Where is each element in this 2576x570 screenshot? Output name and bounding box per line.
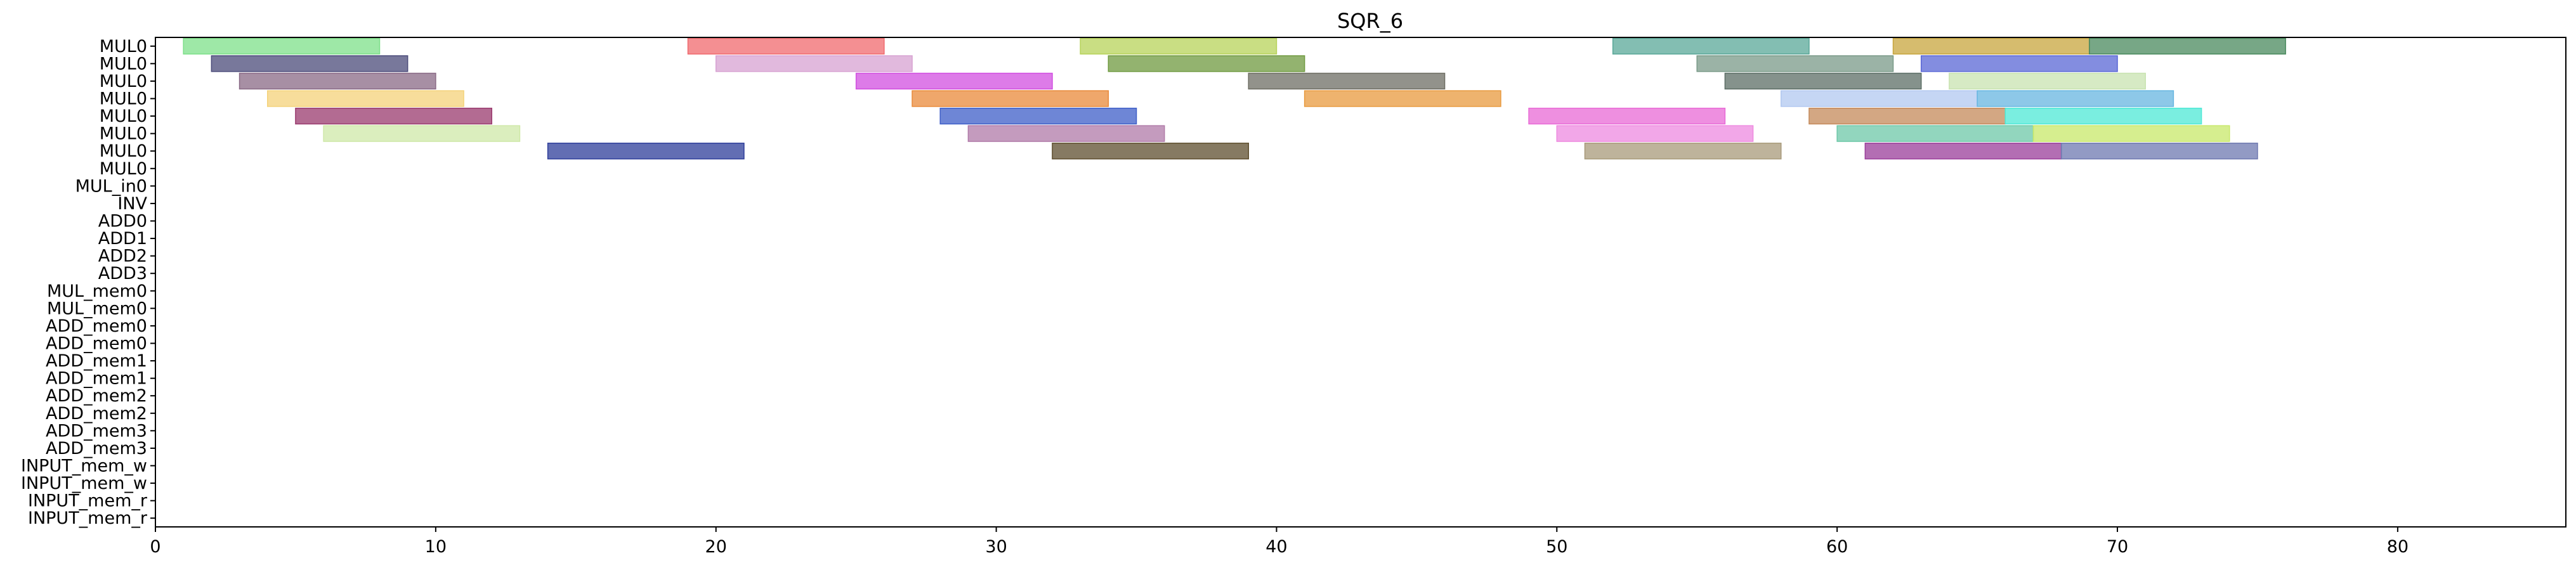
y-tick-label: ADD_mem3 — [46, 439, 147, 458]
x-tick-label: 20 — [705, 537, 727, 557]
x-axis-ticks: 0 10 20 30 40 50 60 70 80 — [150, 527, 2409, 557]
task-bar — [2060, 143, 2258, 160]
task-bar — [1304, 90, 1501, 107]
task-bar — [687, 37, 885, 55]
y-tick-label: ADD3 — [98, 264, 147, 283]
task-bar — [1528, 107, 1726, 125]
y-tick-label: ADD_mem3 — [46, 421, 147, 441]
y-tick-label: MUL0 — [100, 107, 147, 126]
y-tick-label: MUL0 — [100, 54, 147, 74]
task-bar — [1808, 107, 2006, 125]
task-bar — [715, 55, 913, 72]
x-tick-label: 10 — [425, 537, 447, 557]
y-tick-label: INPUT_mem_w — [21, 474, 147, 493]
y-tick-label: ADD_mem0 — [46, 316, 147, 336]
task-bar — [2004, 107, 2202, 125]
chart-title: SQR_6 — [1337, 9, 1403, 33]
x-tick-label: 30 — [985, 537, 1007, 557]
task-bar — [1836, 125, 2034, 142]
x-tick-label: 60 — [1826, 537, 1848, 557]
task-bar — [1781, 90, 1978, 107]
y-tick-label: MUL_in0 — [75, 176, 147, 196]
y-tick-label: ADD2 — [98, 247, 147, 266]
task-bar — [323, 125, 521, 142]
task-bar — [1696, 55, 1894, 72]
x-tick-label: 70 — [2107, 537, 2128, 557]
task-bar — [2089, 37, 2286, 55]
task-bar — [1052, 143, 1250, 160]
y-tick-label: ADD_mem0 — [46, 334, 147, 354]
y-tick-label: MUL0 — [100, 89, 147, 109]
y-tick-label: INPUT_mem_w — [21, 457, 147, 476]
task-bar — [1892, 37, 2090, 55]
y-tick-label: MUL_mem0 — [47, 299, 147, 318]
y-tick-label: INPUT_mem_r — [28, 508, 148, 528]
task-bar — [1920, 55, 2118, 72]
task-bar — [912, 90, 1109, 107]
task-bar — [967, 125, 1165, 142]
x-tick-label: 80 — [2387, 537, 2409, 557]
plot-frame — [155, 37, 2566, 528]
y-tick-label: MUL0 — [100, 37, 147, 56]
x-tick-label: 50 — [1546, 537, 1567, 557]
task-bar — [1864, 143, 2062, 160]
y-tick-label: INPUT_mem_r — [28, 491, 148, 511]
y-tick-label: ADD_mem2 — [46, 404, 147, 424]
task-bar — [1108, 55, 1305, 72]
task-bar — [1584, 143, 1782, 160]
y-tick-label: INV — [117, 194, 147, 214]
task-bar — [547, 143, 745, 160]
task-bar — [183, 37, 381, 55]
task-bar — [295, 107, 492, 125]
y-tick-label: ADD1 — [98, 229, 147, 249]
task-bar — [855, 72, 1053, 90]
task-bar — [1612, 37, 1810, 55]
y-axis-ticks: MUL0MUL0MUL0MUL0MUL0MUL0MUL0MUL0MUL_in0I… — [21, 37, 155, 528]
bars-layer — [183, 37, 2286, 160]
task-bar — [1080, 37, 1278, 55]
task-bar — [1949, 72, 2146, 90]
task-bar — [1248, 72, 1446, 90]
y-tick-label: MUL0 — [100, 141, 147, 161]
x-tick-label: 40 — [1265, 537, 1287, 557]
task-bar — [1724, 72, 1922, 90]
y-tick-label: MUL_mem0 — [47, 282, 147, 301]
y-tick-label: ADD_mem1 — [46, 369, 147, 389]
y-tick-label: MUL0 — [100, 124, 147, 144]
task-bar — [239, 72, 436, 90]
task-bar — [939, 107, 1137, 125]
y-tick-label: ADD0 — [98, 212, 147, 231]
task-bar — [1556, 125, 1754, 142]
y-tick-label: ADD_mem1 — [46, 351, 147, 371]
y-tick-label: MUL0 — [100, 159, 147, 179]
task-bar — [1977, 90, 2174, 107]
x-tick-label: 0 — [150, 537, 160, 557]
task-bar — [2032, 125, 2230, 142]
y-tick-label: ADD_mem2 — [46, 386, 147, 406]
task-bar — [211, 55, 409, 72]
task-bar — [266, 90, 464, 107]
y-tick-label: MUL0 — [100, 72, 147, 91]
